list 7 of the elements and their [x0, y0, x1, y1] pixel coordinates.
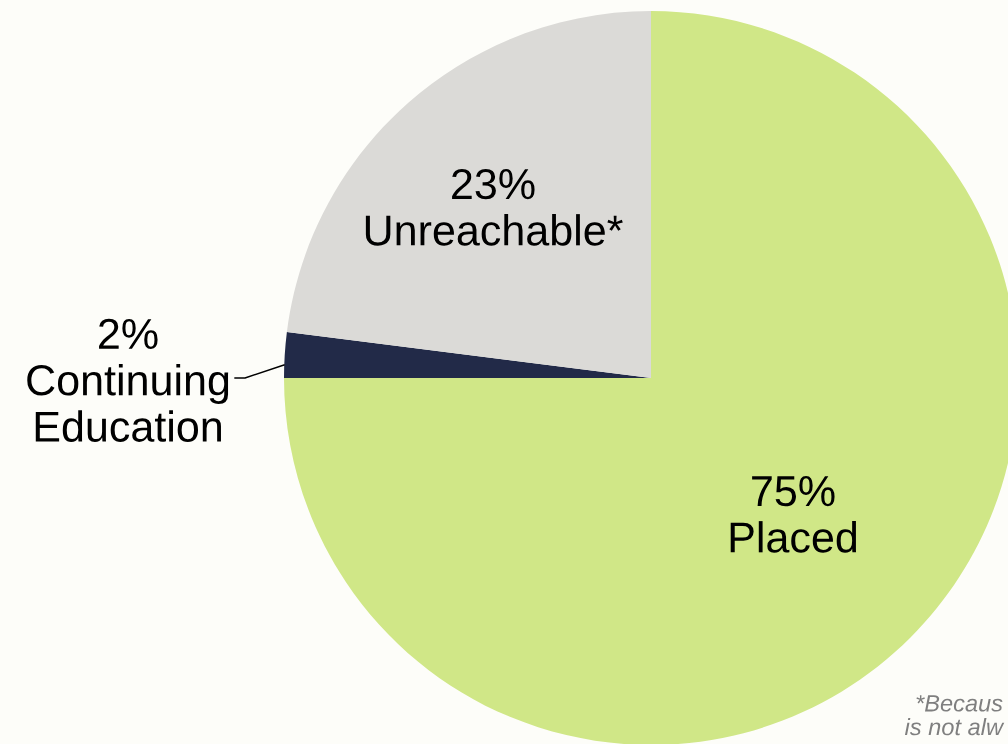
- text: *Becaus is not alw: [904, 695, 1005, 736]
- data-label: 2%: [99, 318, 158, 350]
- data-label: 75%: [752, 476, 835, 507]
- slice-label: Placed: [730, 521, 857, 553]
- slice-label: Continuing Education: [27, 363, 229, 442]
- slice-label: Unreachable*: [365, 214, 623, 246]
- data-label: 23%: [452, 168, 535, 200]
